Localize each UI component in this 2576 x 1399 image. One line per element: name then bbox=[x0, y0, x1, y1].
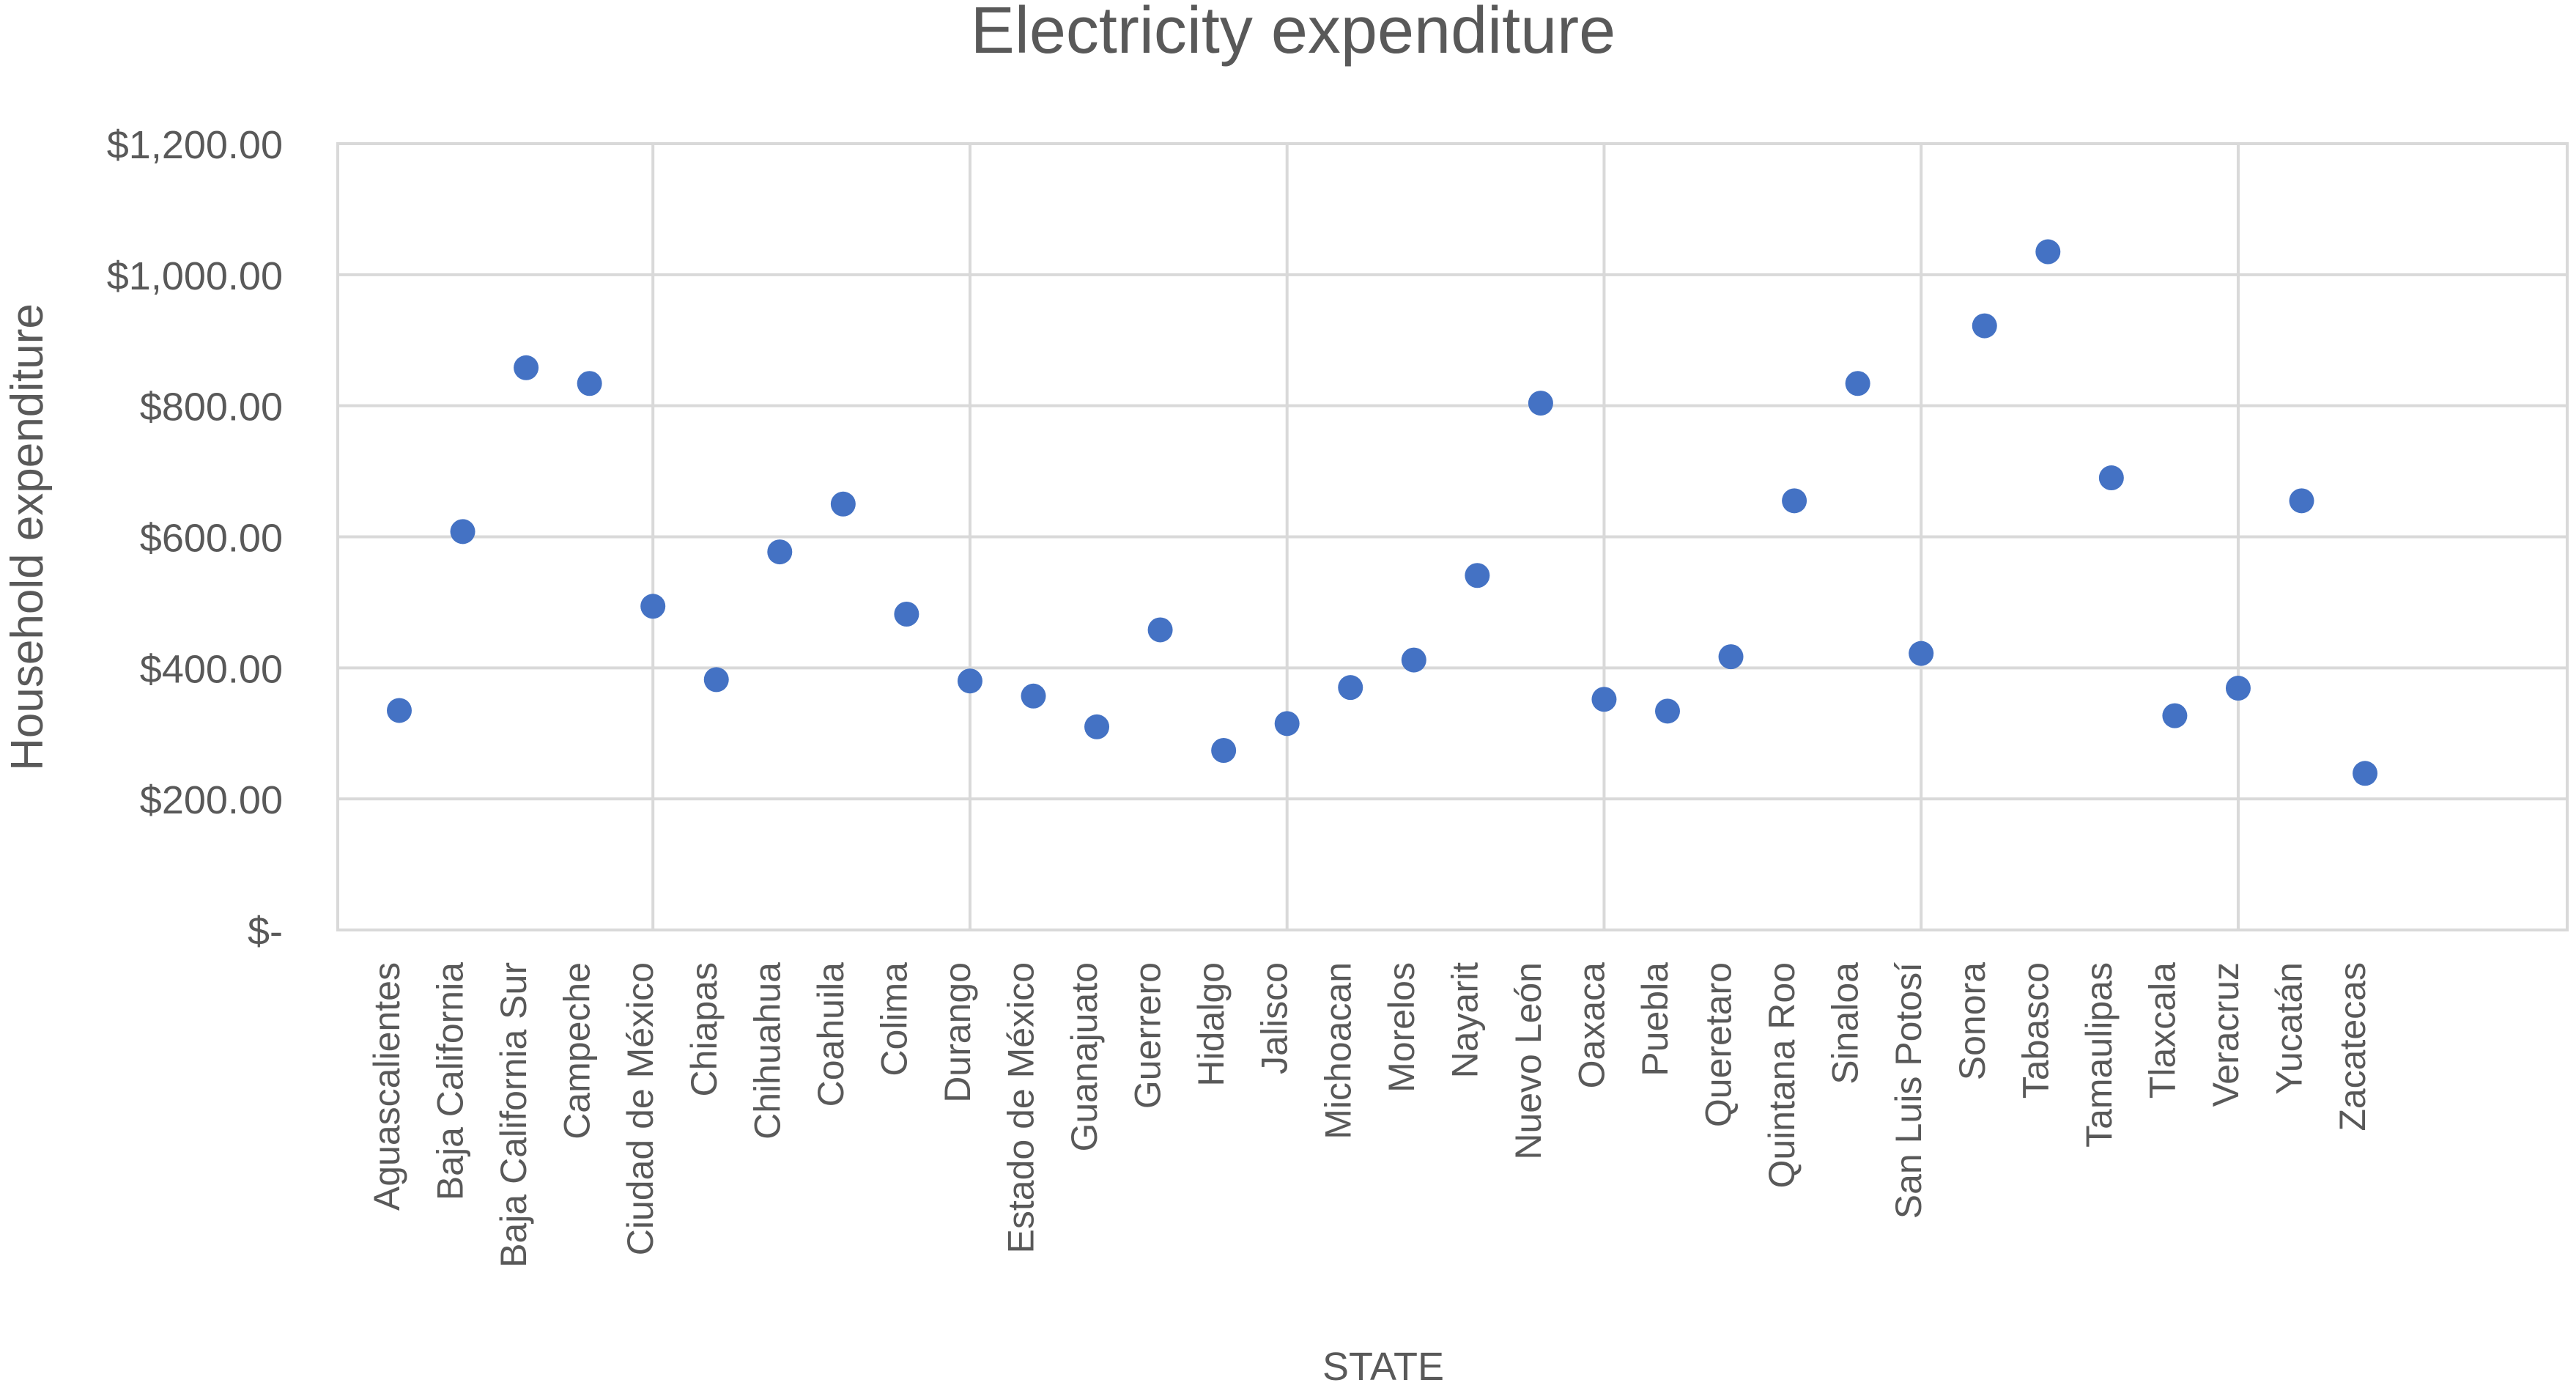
gridlines bbox=[338, 144, 2567, 930]
x-tick-label: Guerrero bbox=[1128, 962, 1169, 1109]
data-point bbox=[1274, 711, 1300, 737]
x-tick-label: Aguascalientes bbox=[366, 962, 407, 1211]
x-tick-label: Ciudad de México bbox=[620, 962, 661, 1255]
data-point bbox=[2098, 465, 2124, 491]
data-point bbox=[2162, 703, 2188, 728]
y-axis-title: Household expenditure bbox=[2, 303, 53, 771]
x-tick-label: Michoacan bbox=[1317, 962, 1358, 1140]
y-tick-label: $- bbox=[248, 909, 283, 953]
x-tick-label: Tamaulipas bbox=[2079, 962, 2120, 1148]
y-tick-label: $1,200.00 bbox=[107, 123, 283, 167]
x-tick-label: Zacatecas bbox=[2332, 962, 2373, 1132]
data-point bbox=[1465, 563, 1490, 588]
x-tick-label: Colima bbox=[873, 962, 914, 1077]
data-point bbox=[957, 668, 982, 694]
data-point bbox=[2289, 488, 2314, 514]
chart-title: Electricity expenditure bbox=[971, 0, 1615, 67]
data-point bbox=[2225, 676, 2251, 701]
x-tick-label: Baja California Sur bbox=[493, 962, 534, 1268]
x-tick-label: Sonora bbox=[1952, 962, 1993, 1080]
data-point bbox=[1338, 675, 1363, 701]
y-tick-label: $400.00 bbox=[140, 647, 283, 691]
data-point bbox=[830, 491, 856, 517]
data-point bbox=[1655, 698, 1680, 724]
data-point bbox=[1021, 683, 1046, 709]
data-point bbox=[1972, 313, 1997, 339]
data-point bbox=[1528, 391, 1553, 416]
data-point bbox=[894, 602, 919, 627]
x-tick-label: Quintana Roo bbox=[1761, 962, 1802, 1189]
x-tick-label: Guanajuato bbox=[1064, 962, 1105, 1152]
data-point bbox=[1211, 737, 1237, 763]
x-tick-label: Baja California bbox=[430, 962, 471, 1200]
x-tick-label: Coahuila bbox=[810, 962, 851, 1107]
x-tick-label: Tabasco bbox=[2015, 962, 2056, 1099]
x-tick-label: Puebla bbox=[1635, 962, 1676, 1077]
x-tick-label: Oaxaca bbox=[1571, 962, 1612, 1089]
x-tick-label: Queretaro bbox=[1698, 962, 1739, 1127]
x-tick-label: Veracruz bbox=[2205, 962, 2246, 1107]
x-tick-label: San Luis Potosí bbox=[1888, 962, 1929, 1219]
data-point bbox=[514, 355, 539, 380]
data-point bbox=[2035, 239, 2061, 265]
data-point bbox=[1401, 647, 1426, 673]
data-point bbox=[1909, 641, 1934, 666]
x-tick-label: Hidalgo bbox=[1191, 962, 1232, 1087]
x-tick-label: Estado de México bbox=[1001, 962, 1042, 1253]
x-tick-label: Nuevo León bbox=[1508, 962, 1549, 1160]
data-point bbox=[767, 539, 793, 565]
x-tick-label: Yucatán bbox=[2269, 962, 2310, 1095]
x-tick-label: Sinaloa bbox=[1825, 962, 1866, 1085]
data-point bbox=[703, 667, 729, 693]
x-axis-title: STATE bbox=[1322, 1345, 1444, 1389]
y-tick-label: $1,000.00 bbox=[107, 254, 283, 298]
data-point bbox=[1845, 371, 1870, 396]
x-tick-label: Tlaxcala bbox=[2142, 962, 2183, 1099]
x-tick-label: Chiapas bbox=[684, 962, 725, 1096]
y-tick-label: $600.00 bbox=[140, 517, 283, 561]
data-point bbox=[1782, 488, 1807, 514]
data-point bbox=[2353, 761, 2378, 786]
plot-area: $- $200.00 $400.00 $600.00 $800.00 $1,000.00 $… bbox=[107, 123, 2569, 1268]
data-point bbox=[1591, 687, 1617, 712]
x-tick-label: Chihuahua bbox=[747, 962, 788, 1140]
data-point bbox=[640, 594, 666, 619]
x-axis-tick-labels: Aguascalientes Baja California Baja Califo… bbox=[366, 962, 2373, 1268]
data-point bbox=[1147, 617, 1173, 643]
x-tick-label: Jalisco bbox=[1254, 962, 1295, 1074]
x-tick-label: Campeche bbox=[557, 962, 598, 1140]
y-tick-label: $800.00 bbox=[140, 385, 283, 429]
x-tick-label: Durango bbox=[937, 962, 978, 1103]
x-tick-label: Nayarit bbox=[1444, 962, 1485, 1078]
y-tick-label: $200.00 bbox=[140, 778, 283, 822]
data-point bbox=[1718, 644, 1744, 670]
y-axis-tick-labels: $- $200.00 $400.00 $600.00 $800.00 $1,000.00 $… bbox=[107, 123, 283, 953]
data-point bbox=[387, 698, 412, 723]
x-tick-label: Morelos bbox=[1381, 962, 1422, 1093]
data-point bbox=[1084, 714, 1110, 739]
data-points bbox=[387, 239, 2378, 786]
data-point bbox=[577, 371, 602, 396]
data-point bbox=[450, 519, 475, 545]
